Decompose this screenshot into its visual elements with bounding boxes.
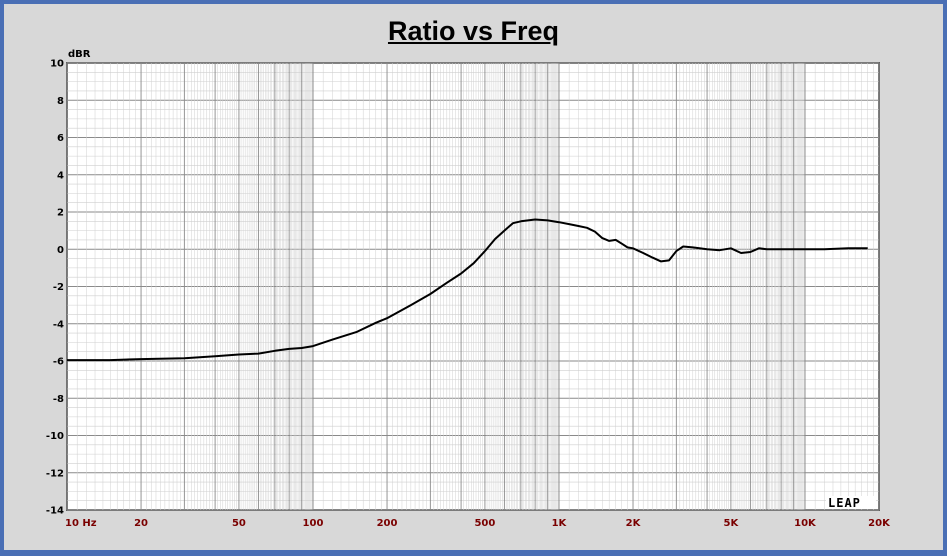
x-tick-label: 20	[134, 518, 148, 529]
x-tick-label: 50	[232, 518, 246, 529]
x-tick-label: 20K	[868, 518, 891, 529]
logo-bg	[826, 496, 876, 509]
y-tick-label: -10	[46, 431, 64, 442]
x-tick-label: 500	[474, 518, 495, 529]
y-tick-label: 2	[57, 208, 64, 219]
leap-logo: LEAP	[828, 496, 861, 510]
x-tick-label: 1K	[552, 518, 568, 529]
y-tick-label: 4	[57, 170, 64, 181]
y-tick-label: -2	[53, 282, 64, 293]
y-tick-labels: 10 8 6 4 2 0 -2 -4 -6 -8 -10 -12 -14	[46, 59, 64, 517]
y-axis-label: dBR	[68, 49, 91, 60]
y-tick-label: 8	[57, 96, 64, 107]
x-tick-label: 10 Hz	[65, 518, 97, 529]
series-group	[67, 218, 868, 362]
y-tick-label: 10	[50, 59, 64, 70]
x-tick-label: 5K	[724, 518, 740, 529]
y-tick-label: -8	[53, 394, 64, 405]
grid-lines	[66, 62, 880, 511]
x-tick-labels: 10 Hz 20 50 100 200 500 1K 2K 5K 10K 20K	[65, 518, 891, 529]
x-tick-label: 200	[377, 518, 398, 529]
y-tick-label: -6	[53, 357, 64, 368]
y-tick-label: -12	[46, 468, 64, 479]
y-tick-label: -14	[46, 506, 64, 517]
chart-title: Ratio vs Freq	[387, 16, 560, 46]
y-tick-label: -4	[53, 319, 64, 330]
x-tick-label: 10K	[794, 518, 817, 529]
series-line	[67, 218, 868, 362]
y-tick-label: 6	[57, 133, 64, 144]
x-tick-label: 2K	[626, 518, 642, 529]
x-tick-label: 100	[303, 518, 324, 529]
y-tick-label: 0	[57, 245, 64, 256]
